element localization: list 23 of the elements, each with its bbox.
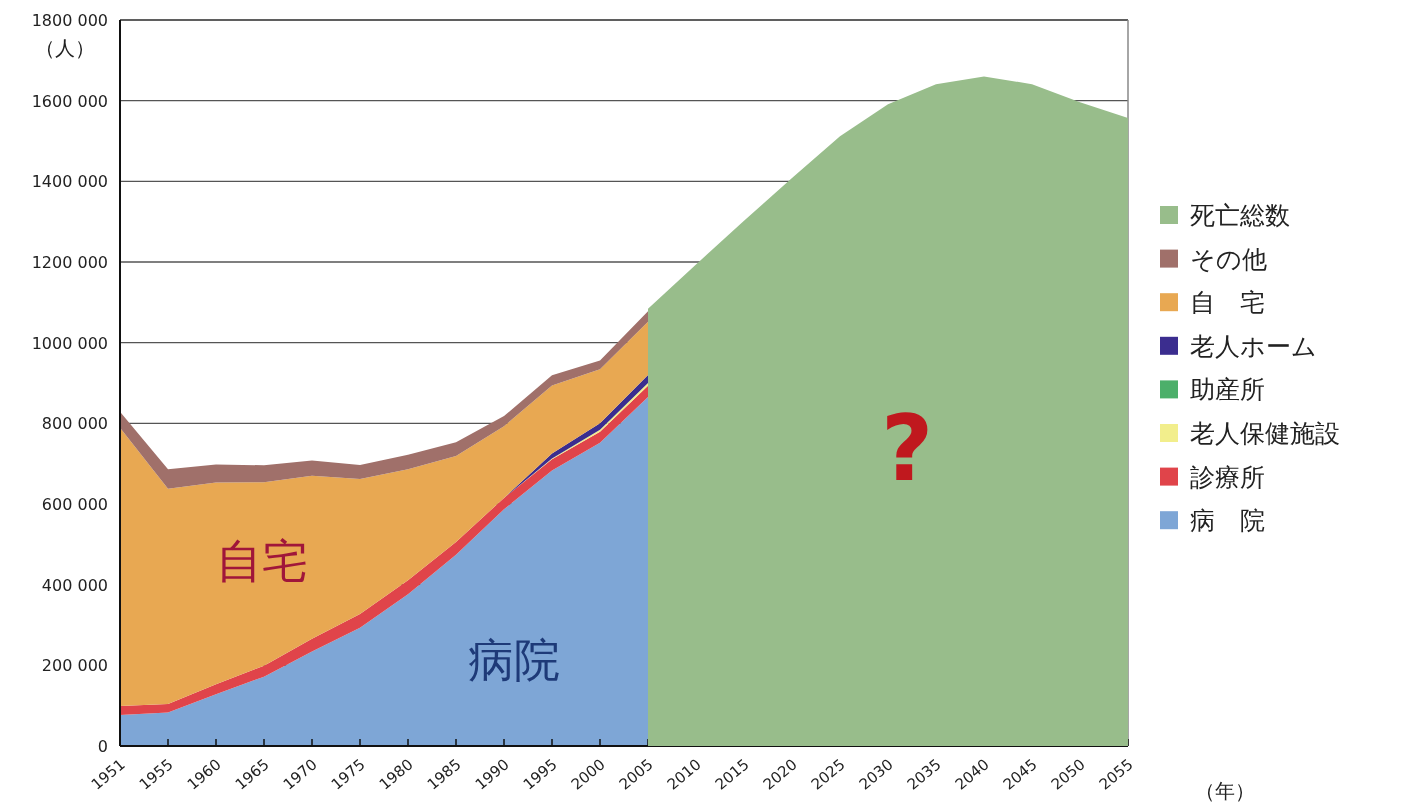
legend-label: その他 (1190, 244, 1267, 274)
y-axis-title: （人） (35, 36, 95, 60)
y-tick-label: 800 000 (41, 414, 108, 434)
y-tick-label: 1800 000 (31, 11, 108, 30)
y-tick-label: 1400 000 (31, 172, 108, 192)
legend-label: 病 院 (1190, 506, 1265, 536)
y-tick-label: 0 (97, 737, 108, 756)
legend-label: 診療所 (1190, 462, 1265, 492)
y-tick-label: 1200 000 (31, 253, 108, 272)
legend-label: 死亡総数 (1190, 201, 1290, 230)
y-tick-label: 400 000 (41, 575, 108, 595)
annotation: 自宅 (215, 533, 308, 588)
legend-label: 老人ホーム (1190, 331, 1317, 361)
annotation: ? (881, 395, 934, 501)
y-tick-label: 1000 000 (31, 333, 108, 353)
legend-label: 助産所 (1190, 375, 1265, 405)
x-axis-title: （年） (1195, 779, 1255, 803)
annotation: 病院 (467, 633, 560, 688)
legend-label: 自 宅 (1190, 288, 1265, 318)
legend-label: 老人保健施設 (1190, 419, 1340, 448)
y-tick-label: 600 000 (41, 495, 108, 514)
y-tick-label: 200 000 (41, 656, 108, 676)
y-tick-label: 1600 000 (31, 91, 108, 111)
